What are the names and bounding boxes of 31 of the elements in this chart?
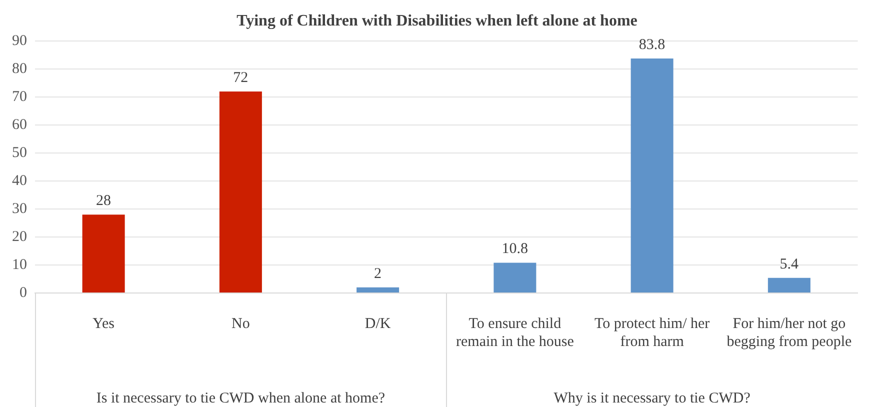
data-label: 28 bbox=[96, 193, 112, 210]
x-tick-label: D/K bbox=[364, 316, 391, 332]
chart-title: Tying of Children with Disabilities when left alone at home bbox=[236, 12, 638, 30]
bar bbox=[494, 262, 536, 292]
text: Is it necessary to tie CWD when alone at home? bbox=[96, 390, 386, 406]
y-tick-label: 0 bbox=[20, 284, 27, 301]
y-tick-label: 30 bbox=[12, 201, 27, 218]
data-label: 10.8 bbox=[502, 241, 528, 258]
x-tick-label: To protect him/ her from harm bbox=[594, 316, 710, 350]
x-tick-label: To ensure child remain in the house bbox=[456, 316, 574, 350]
data-label: 5.4 bbox=[780, 256, 800, 272]
bar bbox=[356, 287, 400, 292]
y-tick-label: 80 bbox=[12, 61, 27, 78]
y-tick-label: 70 bbox=[12, 89, 27, 106]
x-tick-label: No bbox=[232, 316, 250, 332]
x-tick-label: Yes bbox=[92, 316, 115, 332]
y-tick-label: 20 bbox=[12, 228, 27, 245]
bar bbox=[630, 58, 674, 292]
data-label: 83.8 bbox=[638, 36, 666, 53]
bar bbox=[82, 214, 125, 292]
y-tick-label: 60 bbox=[12, 117, 27, 134]
text: Why is it necessary to tie CWD? bbox=[554, 390, 751, 406]
y-tick-label: 10 bbox=[12, 256, 27, 273]
bar bbox=[768, 278, 810, 292]
bar bbox=[219, 92, 262, 292]
data-label: 2 bbox=[374, 266, 382, 282]
y-tick-label: 50 bbox=[12, 145, 27, 162]
y-tick-label: 40 bbox=[12, 173, 27, 190]
data-label: 72 bbox=[233, 70, 248, 86]
y-tick-label: 90 bbox=[12, 33, 27, 50]
x-tick-label: For him/her not go begging from people bbox=[726, 316, 852, 350]
